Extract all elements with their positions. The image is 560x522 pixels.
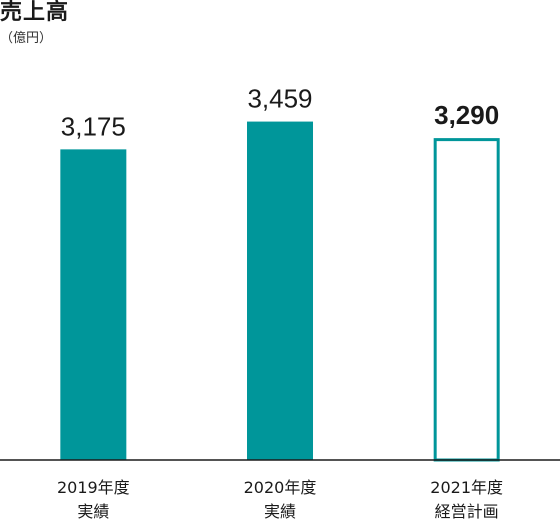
- category-label-3-line-2: 経営計画: [435, 502, 499, 521]
- bars-group: [60, 121, 500, 462]
- value-label-2: 3,459: [247, 84, 312, 114]
- bar-2: [247, 121, 314, 460]
- value-label-3: 3,290: [434, 100, 499, 130]
- category-label-1-line-2: 実績: [77, 502, 109, 521]
- value-label-1: 3,175: [61, 111, 126, 141]
- value-labels-group: 3,175 3,459 3,290: [61, 84, 499, 142]
- chart-title: 売上高: [0, 0, 70, 25]
- bar-3: [433, 138, 500, 462]
- category-label-2-line-2: 実績: [264, 502, 296, 521]
- category-label-1-line-1: 2019年度: [57, 478, 130, 497]
- chart-unit-label: （億円）: [0, 31, 53, 46]
- category-label-3-line-1: 2021年度: [430, 478, 503, 497]
- category-label-2-line-1: 2020年度: [244, 478, 317, 497]
- bar-1: [60, 149, 127, 460]
